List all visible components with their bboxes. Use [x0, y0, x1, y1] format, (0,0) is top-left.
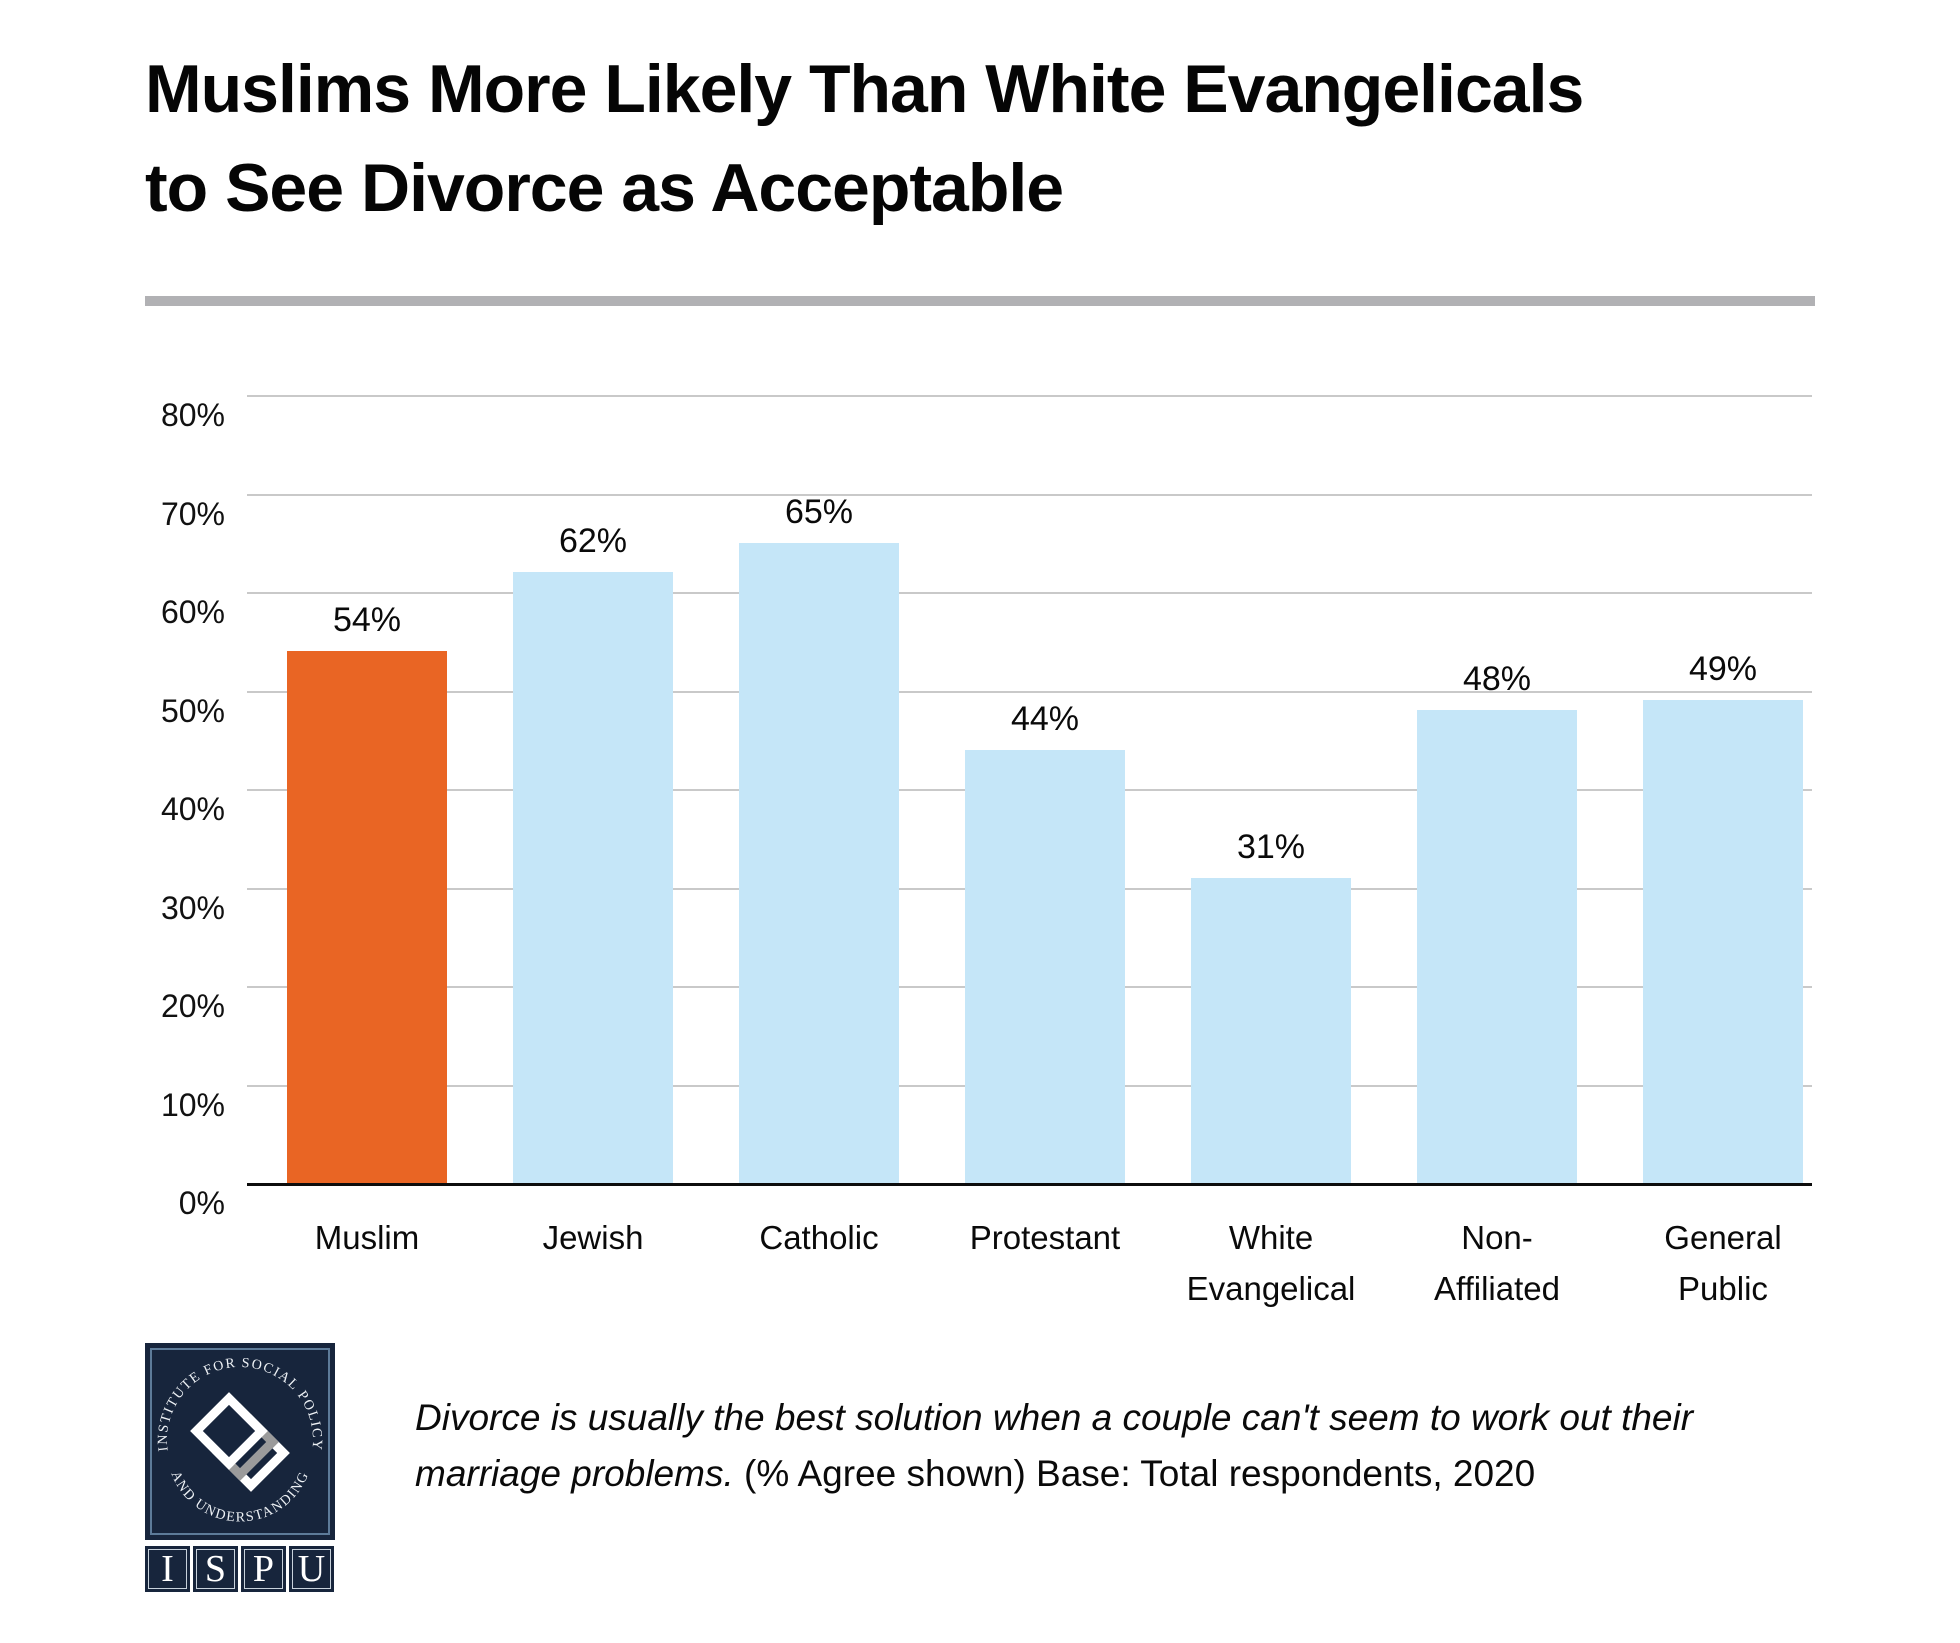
bar-value-label-protestant: 44% [1010, 699, 1080, 738]
x-axis-label-line: Jewish [542, 1219, 644, 1256]
y-axis-tick-20: 20% [160, 988, 225, 1024]
y-axis-tick-10: 10% [160, 1086, 225, 1123]
bar-value-label-muslim: 54% [332, 601, 402, 640]
x-axis-label-general-public: General Public [1593, 1212, 1853, 1314]
bar-value-label-white-evangelical: 31% [1236, 827, 1306, 866]
y-axis-tick-40: 40% [160, 791, 225, 827]
y-axis-tick-80: 80% [160, 397, 225, 433]
x-axis-label-jewish: Jewish [463, 1212, 723, 1263]
bar-value-label-general-public: 49% [1688, 650, 1758, 689]
ispu-letter-u: U [297, 1548, 326, 1590]
bar-muslim [287, 651, 447, 1183]
y-axis-tick-70: 70% [160, 495, 225, 532]
source-footnote: Divorce is usually the best solution whe… [415, 1390, 1755, 1502]
y-axis-tick-60: 60% [160, 594, 225, 630]
x-axis-label-line: General [1664, 1219, 1782, 1256]
bar-protestant [965, 749, 1125, 1183]
x-axis-label-catholic: Catholic [689, 1212, 949, 1263]
ispu-letter-box-p: P [241, 1546, 286, 1592]
survey-question-text: Divorce is usually the best solution whe… [415, 1397, 1694, 1495]
ispu-seal-graphic: INSTITUTE FOR SOCIAL POLICY AND UNDERSTA… [145, 1343, 335, 1540]
bar-general-public [1643, 700, 1803, 1183]
bar-catholic [739, 542, 899, 1183]
bar-non-affiliated [1417, 710, 1577, 1183]
ispu-letter-s: S [204, 1548, 227, 1590]
x-axis-label-white-evangelical: White Evangelical [1141, 1212, 1401, 1314]
x-axis-label-line: Public [1678, 1270, 1768, 1308]
x-axis-label-line: Affiliated [1434, 1270, 1560, 1308]
y-axis-tick-0: 0% [178, 1185, 225, 1221]
chart-title-line-1: Muslims More Likely Than White Evangelic… [145, 51, 1584, 127]
bar-value-label-non-affiliated: 48% [1462, 660, 1532, 699]
gridline-70 [247, 493, 1812, 496]
ispu-letter-p: P [252, 1548, 275, 1590]
x-axis-label-line: Catholic [759, 1219, 879, 1256]
bar-value-label-catholic: 65% [784, 492, 854, 531]
x-axis-label-line: Protestant [969, 1219, 1121, 1256]
ispu-logo-seal: INSTITUTE FOR SOCIAL POLICY AND UNDERSTA… [145, 1343, 335, 1540]
x-axis-baseline [247, 1183, 1812, 1186]
base-note-text: (% Agree shown) Base: Total respondents,… [733, 1453, 1536, 1495]
ispu-letter-box-i: I [145, 1546, 190, 1592]
x-axis-label-line: Muslim [314, 1219, 420, 1256]
title-divider-rule [145, 296, 1815, 306]
ispu-letter-box-u: U [289, 1546, 334, 1592]
x-axis-label-line: White [1228, 1219, 1314, 1256]
x-axis-label-line: Evangelical [1186, 1270, 1356, 1308]
diamond-front-white [190, 1392, 268, 1470]
x-axis-label-protestant: Protestant [915, 1212, 1175, 1263]
bar-value-label-jewish: 62% [558, 522, 628, 561]
x-axis-label-non-affiliated: Non- Affiliated [1367, 1212, 1627, 1314]
gridline-60 [247, 592, 1812, 594]
ispu-letter-box-s: S [193, 1546, 238, 1592]
y-axis-tick-50: 50% [160, 692, 225, 729]
ispu-letter-i: I [161, 1548, 174, 1590]
x-axis-label-line: Non- [1461, 1219, 1533, 1256]
y-axis-tick-30: 30% [160, 889, 225, 926]
chart-title: Muslims More Likely Than White Evangelic… [145, 40, 1845, 237]
gridline-80 [247, 395, 1812, 397]
ispu-logo: INSTITUTE FOR SOCIAL POLICY AND UNDERSTA… [145, 1343, 335, 1592]
x-axis-label-muslim: Muslim [237, 1212, 497, 1263]
bar-white-evangelical [1191, 877, 1351, 1183]
gridline-50 [247, 690, 1812, 693]
chart-title-line-2: to See Divorce as Acceptable [145, 149, 1064, 226]
ispu-letter-row: I S P U [145, 1546, 335, 1592]
bar-jewish [513, 572, 673, 1183]
